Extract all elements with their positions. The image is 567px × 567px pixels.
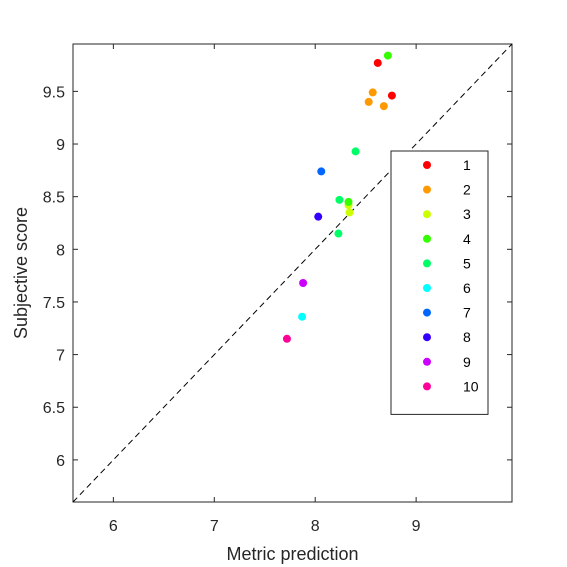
data-point-series-2 (364, 97, 373, 106)
data-point-series-10 (282, 334, 291, 343)
legend-label-5: 5 (463, 255, 471, 271)
y-tick-label: 9.5 (43, 84, 65, 101)
data-point-series-4 (344, 197, 353, 206)
legend-label-10: 10 (463, 378, 479, 394)
data-point-series-3 (345, 208, 354, 217)
data-point-series-1 (387, 91, 396, 100)
legend-label-2: 2 (463, 182, 471, 198)
y-tick-label: 6.5 (43, 400, 65, 417)
data-point-series-6 (298, 312, 307, 321)
data-point-series-5 (335, 195, 344, 204)
legend-marker-6 (423, 284, 431, 292)
data-point-series-5 (351, 147, 360, 156)
legend-label-3: 3 (463, 206, 471, 222)
data-point-series-2 (379, 102, 388, 111)
legend-label-8: 8 (463, 329, 471, 345)
x-tick-label: 7 (210, 518, 219, 535)
legend-label-7: 7 (463, 305, 471, 321)
x-tick-label: 8 (311, 518, 320, 535)
legend-marker-10 (423, 382, 431, 391)
y-tick-label: 8.5 (43, 190, 65, 207)
data-point-series-5 (334, 229, 343, 238)
y-tick-label: 9 (56, 137, 65, 154)
legend-marker-3 (423, 210, 431, 219)
x-tick-label: 9 (412, 518, 421, 535)
legend-marker-9 (423, 357, 431, 366)
legend-label-6: 6 (463, 280, 471, 296)
legend-marker-2 (423, 185, 431, 194)
legend-marker-8 (423, 333, 431, 342)
y-tick-label: 7.5 (43, 295, 65, 312)
y-tick-label: 6 (56, 453, 65, 470)
legend-marker-4 (423, 234, 431, 243)
legend-marker-7 (423, 308, 431, 317)
y-tick-label: 7 (56, 348, 65, 365)
identity-reference-line (72, 43, 513, 503)
x-axis-title: Metric prediction (226, 544, 358, 564)
data-point-series-1 (373, 58, 382, 67)
data-point-series-7 (317, 167, 326, 176)
data-point-series-9 (299, 279, 308, 288)
data-point-series-2 (368, 88, 377, 97)
data-point-series-4 (383, 51, 392, 60)
x-tick-label: 6 (109, 518, 118, 535)
data-point-series-8 (314, 212, 323, 221)
legend-marker-5 (423, 259, 431, 268)
legend: 1 2 3 4 5 6 7 8 9 10 (390, 150, 489, 415)
legend-marker-1 (423, 161, 431, 169)
legend-label-1: 1 (463, 157, 471, 173)
y-tick-label: 8 (56, 242, 65, 259)
y-axis-title: Subjective score (11, 207, 31, 339)
legend-label-4: 4 (463, 231, 471, 247)
legend-label-9: 9 (463, 354, 471, 370)
legend-box (390, 150, 489, 415)
